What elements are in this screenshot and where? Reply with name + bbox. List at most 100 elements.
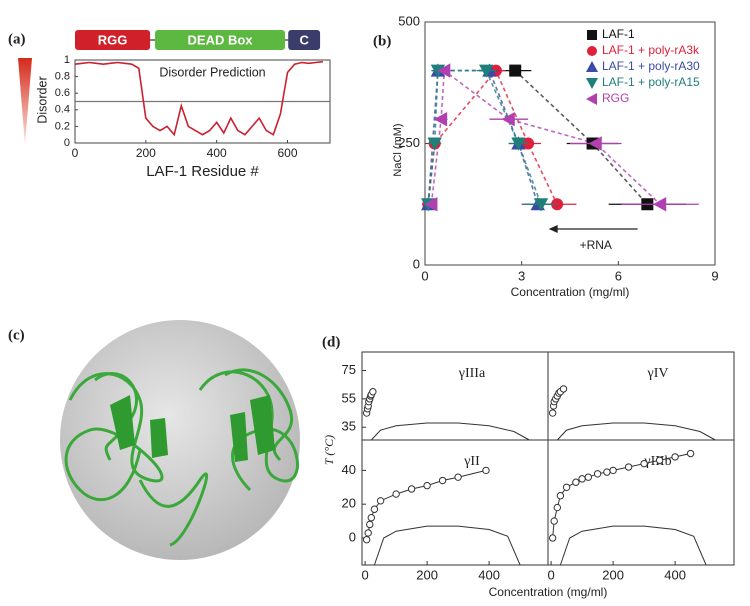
- data-point: [548, 534, 557, 542]
- coexistence-curve: [370, 422, 530, 441]
- data-point: [364, 529, 372, 537]
- x-tick-label: 9: [711, 268, 718, 283]
- domain-bar: [155, 30, 286, 50]
- data-point: [624, 463, 633, 471]
- y-tick-label: 35: [342, 419, 356, 434]
- legend-marker: [587, 30, 597, 40]
- x-tick-label: 200: [602, 567, 624, 582]
- legend-marker: [586, 61, 598, 72]
- data-point: [603, 468, 611, 476]
- fit-line: [366, 469, 487, 540]
- y-axis-title: Disorder: [35, 76, 49, 123]
- coexistence-curve: [556, 422, 716, 441]
- data-point: [655, 456, 664, 464]
- panel-label: (d): [322, 334, 340, 350]
- legend-marker: [587, 46, 597, 56]
- data-point: [671, 453, 679, 461]
- x-tick-label: 0: [547, 567, 554, 582]
- marker: [437, 63, 451, 78]
- x-tick-label: 0: [421, 268, 428, 283]
- arrow-head: [548, 225, 558, 233]
- y-tick-label: 1: [64, 54, 70, 66]
- data-point: [562, 483, 571, 491]
- subplot-title: γII: [463, 454, 480, 469]
- domain-bar: [75, 30, 151, 50]
- y-tick-label: 500: [398, 13, 420, 28]
- fit-line: [427, 69, 558, 205]
- legend-label: LAF-1 + poly-rA30: [602, 59, 700, 73]
- y-tick-label: 0: [349, 529, 356, 544]
- subplot-title: γIIIa: [458, 366, 486, 381]
- data-point: [572, 478, 580, 486]
- marker: [511, 137, 526, 151]
- subplot-frame: [361, 439, 549, 566]
- y-tick-label: 75: [342, 362, 356, 377]
- marker: [653, 197, 667, 212]
- x-axis-title: LAF-1 Residue #: [146, 163, 259, 180]
- y-tick-label: 0.6: [55, 87, 70, 99]
- data-point: [609, 466, 617, 475]
- marker: [509, 64, 522, 77]
- subplot-title: γIV: [647, 366, 669, 381]
- subplot-frame: [547, 351, 735, 441]
- data-point: [423, 481, 431, 490]
- marker: [501, 112, 515, 127]
- fit-line: [427, 69, 542, 205]
- x-tick-label: 200: [136, 146, 156, 160]
- domain-label: DEAD Box: [188, 32, 254, 47]
- y-tick-label: 0.4: [55, 104, 70, 116]
- panel-label: (a): [8, 31, 26, 47]
- data-point: [550, 517, 558, 525]
- y-tick-label: 0: [64, 137, 70, 149]
- coexistence-curve: [559, 525, 707, 566]
- x-axis-title: Concentration (mg/ml): [489, 585, 608, 599]
- data-point: [482, 466, 490, 475]
- y-tick-label: 20: [342, 496, 356, 511]
- data-point: [407, 485, 416, 493]
- data-point: [559, 385, 568, 393]
- y-tick-label: 0: [413, 256, 420, 271]
- panel-label: (b): [373, 33, 391, 49]
- data-point: [362, 535, 371, 544]
- data-point: [548, 409, 557, 417]
- data-point: [553, 503, 561, 512]
- marker: [588, 136, 602, 151]
- data-point: [438, 476, 447, 485]
- coexistence-curve: [373, 525, 521, 566]
- y-tick-label: 40: [342, 462, 356, 477]
- data-point: [686, 449, 695, 458]
- legend-label: RGG: [602, 91, 629, 105]
- legend-label: LAF-1 + poly-rA15: [602, 75, 700, 89]
- x-tick-label: 400: [664, 567, 686, 582]
- data-point: [366, 520, 374, 529]
- data-point: [370, 505, 379, 513]
- y-tick-label: 0.8: [55, 71, 70, 83]
- data-point: [584, 473, 592, 481]
- fit-line: [427, 69, 539, 205]
- data-point: [556, 492, 565, 500]
- y-tick-label: 250: [398, 135, 420, 150]
- data-point: [392, 490, 400, 498]
- data-point: [369, 388, 377, 396]
- y-axis-title: NaCl (mM): [392, 123, 404, 176]
- y-tick-label: 55: [342, 390, 356, 405]
- marker: [424, 197, 438, 212]
- x-tick-label: 400: [478, 567, 500, 582]
- marker: [533, 198, 549, 212]
- data-point: [578, 475, 586, 483]
- data-point: [640, 459, 648, 468]
- x-tick-label: 200: [416, 567, 438, 582]
- marker: [433, 112, 448, 127]
- disorder-gradient: [18, 58, 32, 145]
- protein-illustration: [60, 320, 300, 560]
- subplot-frame: [547, 439, 735, 566]
- y-tick-label: 0.2: [55, 120, 70, 132]
- legend-label: LAF-1: [602, 27, 635, 41]
- fit-line: [552, 453, 691, 539]
- annotation: Disorder Prediction: [159, 65, 265, 79]
- data-point: [593, 470, 602, 478]
- marker: [479, 64, 494, 78]
- x-axis-title: Concentration (mg/ml): [511, 285, 630, 299]
- x-tick-label: 3: [518, 268, 525, 283]
